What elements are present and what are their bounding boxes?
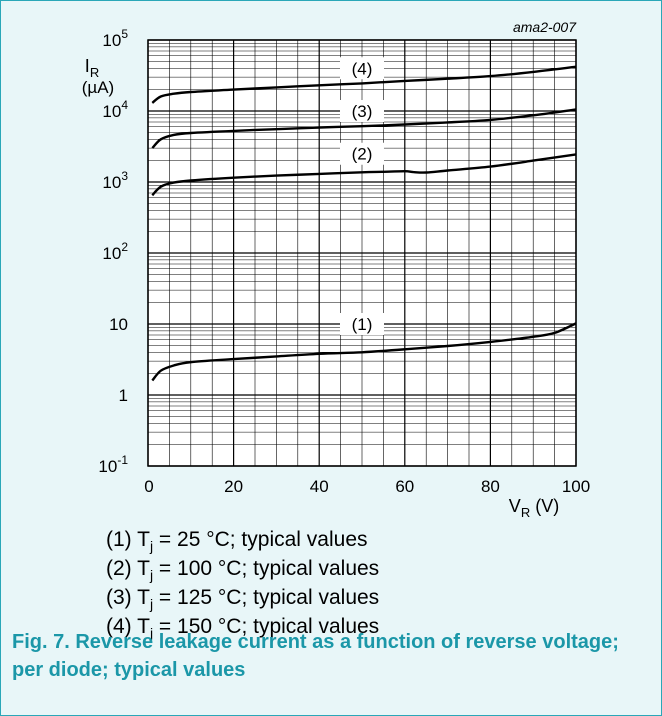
x-tick-label: 40: [310, 477, 329, 496]
x-axis-label: VR (V): [509, 496, 559, 520]
series-label-4: (4): [352, 59, 373, 78]
series-label-3: (3): [352, 102, 373, 121]
series-line-1: [151, 322, 577, 382]
x-tick-label: 80: [481, 477, 500, 496]
y-tick-label: 105: [102, 27, 128, 50]
series-label-bg-4: [340, 57, 384, 80]
y-tick-label: 104: [102, 98, 128, 121]
series-label-bg-3: [340, 100, 384, 122]
grid-major: [147, 39, 577, 467]
x-tick-labels: 0 20 40 60 80 100: [144, 477, 590, 496]
series-line-4: [151, 65, 577, 104]
x-tick-label: 60: [395, 477, 414, 496]
legend-entry-1: (1) Tj = 25 °C; typical values: [106, 528, 368, 555]
series-labels: (1) (2) (3) (4): [340, 57, 384, 335]
x-tick-label: 20: [224, 477, 243, 496]
series-label-bg-1: [340, 313, 384, 335]
y-tick-label: 1: [119, 386, 128, 405]
x-tick-label: 100: [562, 477, 590, 496]
figure-caption: Fig. 7. Reverse leakage current as a fun…: [12, 631, 619, 681]
x-tick-label: 0: [144, 477, 153, 496]
chart: (1) (2) (3) (4) 10-1 1 10 102 103 104 105 0 20 40 60…: [82, 19, 590, 520]
legend-entry-3: (3) Tj = 125 °C; typical values: [106, 586, 380, 613]
y-tick-label: 10-1: [98, 453, 128, 476]
y-axis-label: IR: [85, 56, 99, 80]
y-tick-labels: 10-1 1 10 102 103 104 105: [98, 27, 128, 476]
plot-frame: [147, 39, 577, 467]
legend-entry-4: (4) Tj = 150 °C; typical values: [106, 615, 380, 642]
series-lines: [151, 65, 577, 382]
y-tick-label: 102: [102, 240, 128, 263]
y-axis-unit: (µA): [82, 78, 114, 97]
series-line-3: [151, 108, 577, 149]
chart-tag: ama2-007: [513, 19, 577, 35]
y-tick-label: 10: [109, 315, 128, 334]
series-line-2: [151, 153, 577, 197]
series-label-bg-2: [340, 142, 384, 165]
series-label-1: (1): [352, 315, 373, 334]
y-tick-label: 103: [102, 169, 128, 192]
legend-entry-2: (2) Tj = 100 °C; typical values: [106, 557, 380, 584]
series-label-2: (2): [352, 145, 373, 164]
